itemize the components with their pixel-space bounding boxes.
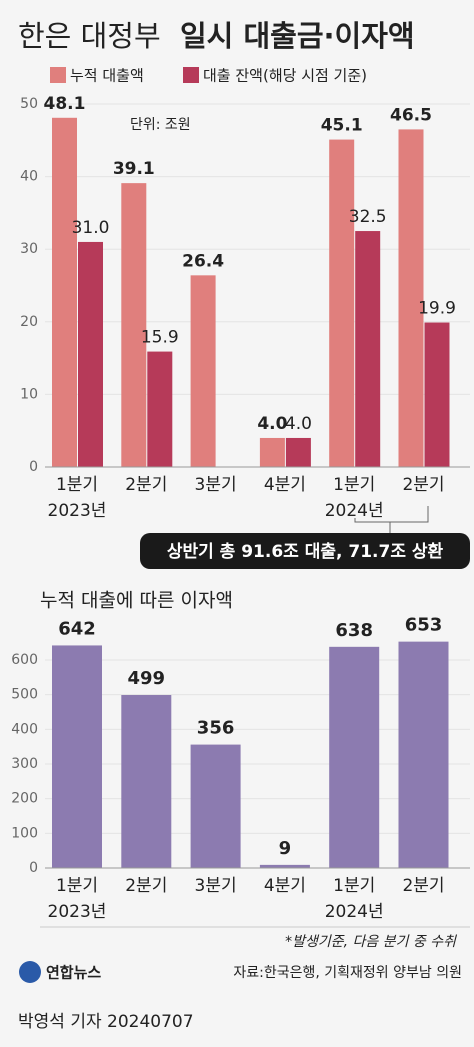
bar xyxy=(329,646,380,868)
value-label: 48.1 xyxy=(44,94,86,114)
y-tick-label: 600 xyxy=(11,652,38,668)
logo: 연합뉴스 xyxy=(46,964,101,982)
y-tick-label: 40 xyxy=(20,169,38,185)
value-label: 356 xyxy=(197,718,235,739)
bar xyxy=(259,864,310,868)
x-tick-label: 3분기 xyxy=(195,475,237,495)
value-label: 9 xyxy=(279,838,292,859)
x-tick-label: 1분기 xyxy=(333,475,375,495)
year-label: 2023년 xyxy=(48,902,107,922)
note: *발생기준, 다음 분기 중 수취 xyxy=(285,934,457,950)
bar xyxy=(121,183,147,467)
value-label: 46.5 xyxy=(390,105,432,125)
byline: 박영석 기자 20240707 xyxy=(18,1012,194,1032)
value-label: 642 xyxy=(58,618,96,639)
x-tick-label: 2분기 xyxy=(402,475,444,495)
bar xyxy=(398,641,449,868)
logo-icon xyxy=(19,961,41,983)
value-label: 39.1 xyxy=(113,159,155,179)
bar xyxy=(355,231,381,467)
x-tick-label: 2분기 xyxy=(125,876,167,896)
bar xyxy=(259,437,285,467)
legend-label: 누적 대출액 xyxy=(70,67,144,85)
value-label: 638 xyxy=(335,620,373,641)
year-label: 2024년 xyxy=(325,501,384,521)
value-label: 19.9 xyxy=(418,299,456,319)
title-bold: 일시 대출금·이자액 xyxy=(180,19,415,53)
x-tick-label: 3분기 xyxy=(195,876,237,896)
y-tick-label: 30 xyxy=(20,241,38,257)
bar xyxy=(424,322,450,467)
y-tick-label: 400 xyxy=(11,721,38,737)
bar xyxy=(398,129,424,467)
x-tick-label: 1분기 xyxy=(56,876,98,896)
bar xyxy=(190,275,216,467)
x-tick-label: 1분기 xyxy=(333,876,375,896)
bar xyxy=(285,437,311,467)
bar xyxy=(121,695,172,868)
x-tick-label: 1분기 xyxy=(56,475,98,495)
x-tick-label: 2분기 xyxy=(402,876,444,896)
y-tick-label: 50 xyxy=(20,96,38,112)
value-label: 26.4 xyxy=(182,251,224,271)
bar xyxy=(329,139,355,467)
value-label: 32.5 xyxy=(349,207,387,227)
source: 자료:한국은행, 기획재정위 양부남 의원 xyxy=(233,965,462,981)
value-label: 4.0 xyxy=(257,414,287,434)
x-tick-label: 2분기 xyxy=(125,475,167,495)
bar xyxy=(52,117,77,467)
legend-swatch xyxy=(50,67,66,83)
y-tick-label: 100 xyxy=(11,825,38,841)
value-label: 653 xyxy=(405,615,443,636)
value-label: 15.9 xyxy=(141,328,179,348)
legend-swatch xyxy=(183,67,199,83)
bracket xyxy=(354,506,429,535)
x-tick-label: 4분기 xyxy=(264,475,306,495)
y-tick-label: 0 xyxy=(29,459,38,475)
chart2-title: 누적 대출에 따른 이자액 xyxy=(40,590,233,612)
bar xyxy=(147,351,173,467)
y-tick-label: 300 xyxy=(11,756,38,772)
x-tick-label: 4분기 xyxy=(264,876,306,896)
year-label: 2023년 xyxy=(48,501,107,521)
value-label: 499 xyxy=(128,668,166,689)
value-label: 31.0 xyxy=(72,218,110,238)
title-light: 한은 대정부 xyxy=(18,19,161,53)
y-tick-label: 200 xyxy=(11,791,38,807)
y-tick-label: 500 xyxy=(11,687,38,703)
unit-note: 단위: 조원 xyxy=(130,117,191,133)
value-label: 4.0 xyxy=(285,414,312,434)
bar xyxy=(78,241,103,467)
year-label: 2024년 xyxy=(325,902,384,922)
bar xyxy=(190,744,241,868)
y-tick-label: 20 xyxy=(20,314,38,330)
bar xyxy=(52,645,102,868)
y-tick-label: 10 xyxy=(20,386,38,402)
legend-label: 대출 잔액(해당 시점 기준) xyxy=(203,67,367,85)
value-label: 45.1 xyxy=(321,116,363,136)
callout-text: 상반기 총 91.6조 대출, 71.7조 상환 xyxy=(167,542,444,562)
y-tick-label: 0 xyxy=(29,860,38,876)
callout-box xyxy=(140,533,470,569)
